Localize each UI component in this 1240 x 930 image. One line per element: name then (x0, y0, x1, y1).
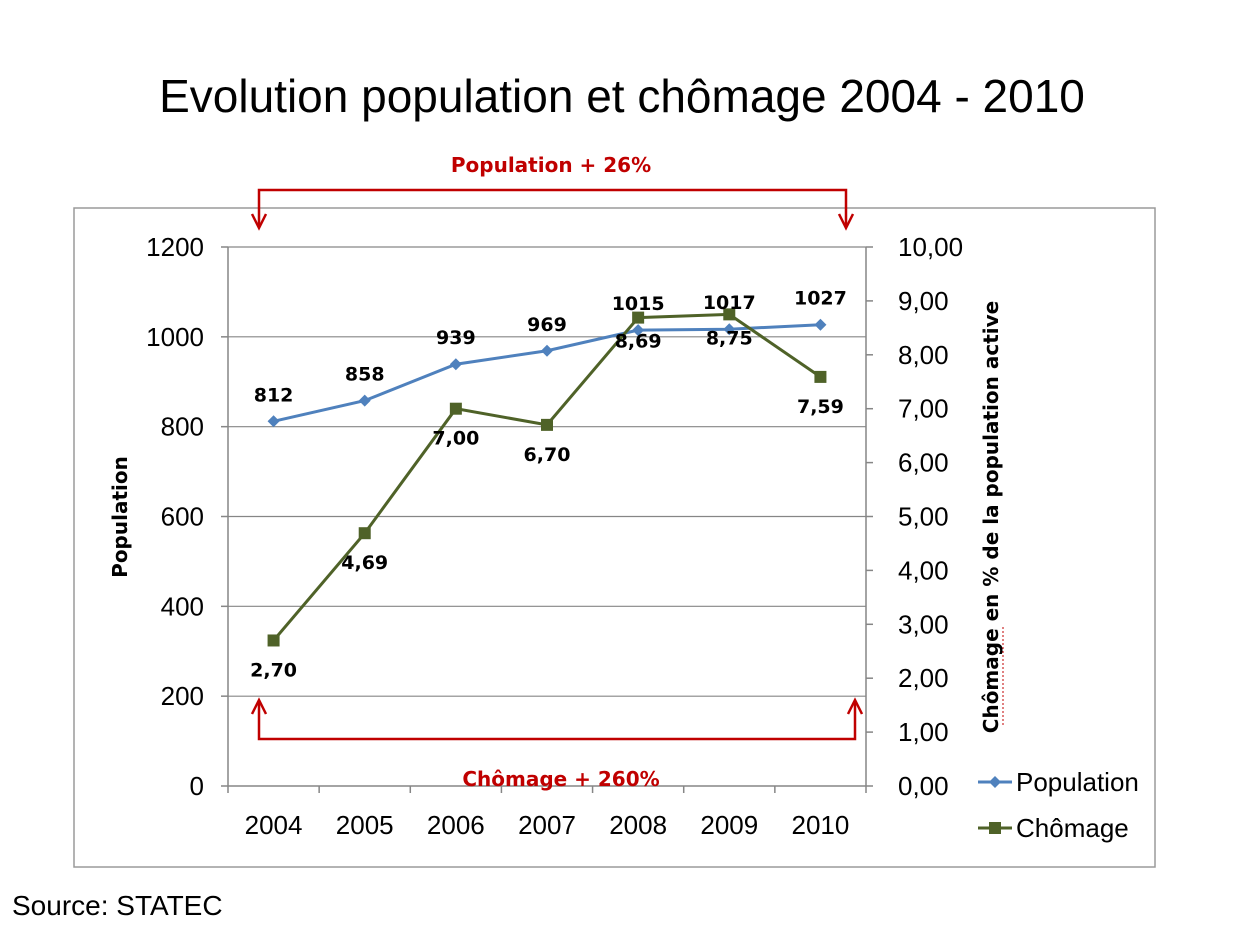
x-tick-label: 2005 (336, 810, 394, 840)
y-right-tick-label: 3,00 (898, 609, 949, 639)
y-left-tick-label: 800 (161, 412, 204, 442)
population-marker (449, 358, 462, 371)
y-right-axis-label: Chômage en % de la population active (979, 301, 1003, 733)
y-left-tick-label: 1000 (146, 322, 204, 352)
population-data-label: 812 (254, 384, 294, 406)
y-right-tick-label: 6,00 (898, 448, 949, 478)
source-text: Source: STATEC (12, 890, 223, 921)
population-marker (632, 324, 645, 337)
chomage-data-label: 6,70 (524, 444, 571, 466)
x-tick-label: 2004 (245, 810, 303, 840)
chart-title: Evolution population et chômage 2004 - 2… (159, 70, 1085, 122)
y-right-tick-label: 0,00 (898, 771, 949, 801)
x-tick-label: 2009 (700, 810, 758, 840)
chomage-annotation: Chômage + 260% (250, 697, 864, 791)
chomage-marker (449, 402, 462, 415)
chomage-marker (358, 527, 371, 540)
x-tick-marks (227, 786, 867, 793)
y-left-tick-label: 200 (161, 681, 204, 711)
chomage-marker (723, 308, 736, 321)
plot-frame (73, 207, 1156, 868)
y-right-tick-label: 8,00 (898, 340, 949, 370)
population-marker (541, 344, 553, 357)
population-data-label: 1027 (794, 288, 847, 310)
y-right-tick-label: 1,00 (898, 717, 949, 747)
x-tick-label: 2010 (792, 810, 850, 840)
legend-marker-population (989, 776, 1001, 788)
chomage-annotation-text: Chômage + 260% (462, 767, 659, 791)
y-right-tick-label: 10,00 (898, 232, 963, 262)
population-bracket-right-arrow (837, 213, 855, 231)
population-marker (358, 394, 371, 407)
chomage-data-label: 8,69 (615, 331, 662, 353)
population-marker (814, 318, 827, 331)
legend-label: Population (1016, 767, 1139, 797)
legend-label: Chômage (1016, 813, 1129, 843)
chomage-data-label: 7,00 (432, 428, 479, 450)
population-bracket-left-arrow (250, 213, 268, 231)
chomage-marker (541, 418, 553, 431)
chomage-bracket (257, 702, 857, 741)
y-left-tick-label: 0 (190, 771, 204, 801)
chomage-data-label: 2,70 (250, 659, 297, 681)
population-marker (723, 323, 736, 336)
chomage-marker (632, 311, 645, 324)
population-data-label: 939 (436, 327, 476, 349)
legend-marker-chomage (989, 822, 1001, 834)
y-right-tick-label: 2,00 (898, 663, 949, 693)
population-data-label: 1017 (703, 292, 756, 314)
population-data-label: 1015 (612, 293, 665, 315)
y-left-tick-label: 1200 (146, 232, 204, 262)
chomage-marker (814, 370, 827, 383)
population-data-label: 969 (527, 314, 567, 336)
y-left-tick-label: 400 (161, 591, 204, 621)
chomage-marker (267, 634, 280, 647)
population-annotation: Population + 26% (250, 153, 855, 231)
y-right-tick-label: 4,00 (898, 555, 949, 585)
y-left-tick-label: 600 (161, 502, 204, 532)
data-labels: 812 858 939 969 1015 1017 1027 2,70 4,69 7,00 6,70… (250, 288, 847, 682)
x-tick-label: 2007 (518, 810, 576, 840)
population-annotation-text: Population + 26% (451, 153, 651, 177)
x-tick-labels: 2004 2005 2006 2007 2008 2009 2010 (245, 810, 850, 840)
legend: Population Chômage (978, 767, 1139, 843)
x-tick-label: 2008 (609, 810, 667, 840)
chomage-data-label: 8,75 (706, 327, 753, 349)
population-bracket (257, 188, 848, 226)
y-right-tick-labels: 0,00 1,00 2,00 3,00 4,00 5,00 6,00 7,00 8,00 9,00… (866, 232, 963, 801)
population-marker (267, 415, 280, 428)
chomage-bracket-right-arrow (846, 697, 864, 715)
y-right-tick-label: 7,00 (898, 394, 949, 424)
y-left-tick-labels: 0 200 400 600 800 1000 1200 (146, 232, 228, 801)
y-left-axis-label: Population (108, 456, 132, 578)
x-tick-label: 2006 (427, 810, 485, 840)
population-data-label: 858 (345, 364, 385, 386)
y-right-tick-label: 9,00 (898, 286, 949, 316)
y-right-tick-label: 5,00 (898, 502, 949, 532)
chomage-data-label: 7,59 (797, 396, 844, 418)
chomage-bracket-left-arrow (250, 697, 268, 715)
chomage-data-label: 4,69 (341, 552, 388, 574)
series (267, 308, 827, 647)
